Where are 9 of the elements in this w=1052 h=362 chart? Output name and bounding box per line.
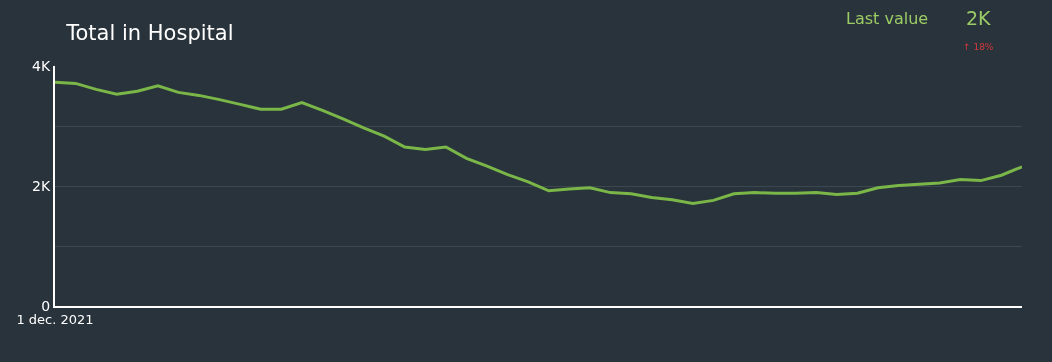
y-tick-label: 0 (41, 297, 51, 314)
y-tick-label: 2K (32, 177, 52, 194)
text: Last value (846, 9, 929, 28)
chart-title: Total in Hospital (65, 20, 234, 45)
text: 2K (966, 7, 992, 29)
line-series (55, 80, 1022, 205)
y-tick-label: 4K (32, 57, 52, 74)
text: ↑ 18% (963, 42, 994, 52)
x-tick-label: 1 dec. 2021 (16, 311, 94, 327)
